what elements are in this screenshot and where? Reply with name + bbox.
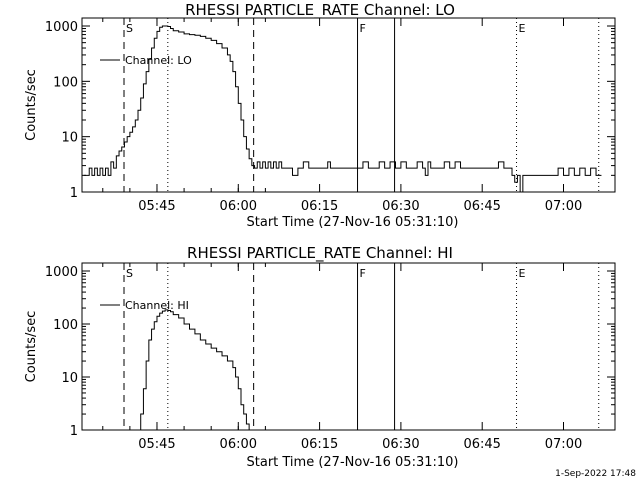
chart-title: RHESSI PARTICLE_RATE Channel: LO	[185, 1, 455, 20]
x-tick-label: 06:45	[463, 199, 500, 214]
y-tick-label: 1000	[45, 265, 78, 280]
x-tick-label: 05:45	[138, 437, 175, 452]
marker-label: F	[360, 267, 366, 280]
plot-frame	[81, 17, 616, 193]
y-axis-label: Counts/sec	[24, 69, 39, 141]
chart-title: RHESSI PARTICLE_RATE Channel: HI	[187, 244, 453, 263]
y-tick-label: 1	[70, 424, 78, 439]
x-tick-label: 06:30	[382, 199, 419, 214]
legend-label: Channel: LO	[125, 54, 192, 67]
x-tick-label: 05:45	[138, 199, 175, 214]
y-tick-label: 10	[61, 371, 78, 386]
plot-frame	[81, 262, 616, 431]
x-axis-label: Start Time (27-Nov-16 05:31:10)	[247, 455, 459, 470]
marker-label: E	[519, 267, 526, 280]
marker-label: S	[126, 22, 133, 35]
y-tick-label: 10	[61, 131, 78, 146]
marker-label: F	[360, 22, 366, 35]
marker-label: S	[126, 267, 133, 280]
y-tick-label: 100	[53, 318, 78, 333]
footer-timestamp: 1-Sep-2022 17:48	[555, 469, 636, 479]
x-tick-label: 06:30	[382, 437, 419, 452]
x-tick-label: 07:00	[545, 199, 582, 214]
series-line-channel-hi	[138, 309, 250, 430]
y-tick-label: 100	[53, 75, 78, 90]
marker-label: E	[519, 22, 526, 35]
x-tick-label: 07:00	[545, 437, 582, 452]
x-tick-label: 06:15	[301, 199, 338, 214]
y-tick-label: 1000	[45, 20, 78, 35]
legend-label: Channel: HI	[125, 299, 189, 312]
x-axis-label: Start Time (27-Nov-16 05:31:10)	[247, 215, 459, 230]
series-line-channel-lo	[83, 25, 602, 192]
x-tick-label: 06:00	[220, 199, 257, 214]
chart-panel-hi: RHESSI PARTICLE_RATE Channel: HI 05:45 06:…	[24, 244, 616, 470]
y-tick-label: 1	[70, 186, 78, 201]
x-tick-label: 06:15	[301, 437, 338, 452]
y-axis-label: Counts/sec	[24, 311, 39, 383]
x-tick-label: 06:00	[220, 437, 257, 452]
chart-panel-lo: RHESSI PARTICLE_RATE Channel: LO 05:45 06:…	[24, 1, 616, 230]
x-tick-label: 06:45	[463, 437, 500, 452]
